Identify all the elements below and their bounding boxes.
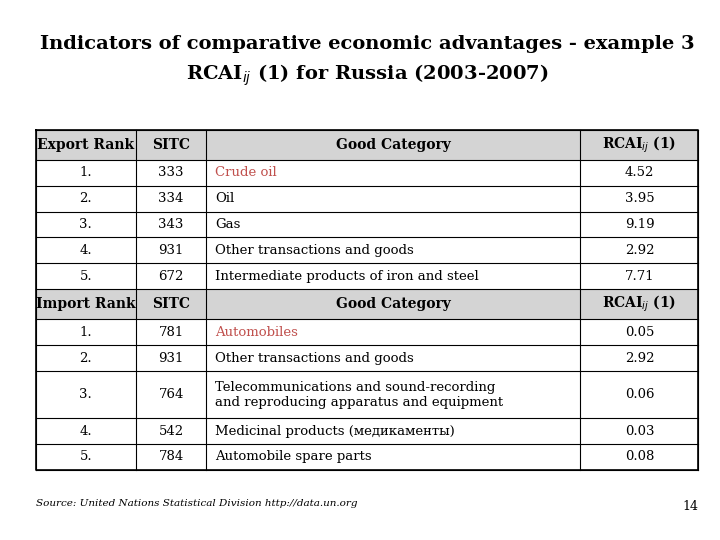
Text: RCAI$_{ij}$ (1): RCAI$_{ij}$ (1) (603, 294, 677, 314)
Text: 2.: 2. (79, 192, 92, 205)
Text: RCAI$_{ij}$ (1) for Russia (2003-2007): RCAI$_{ij}$ (1) for Russia (2003-2007) (186, 62, 549, 87)
Text: Source: United Nations Statistical Division http://data.un.org: Source: United Nations Statistical Divis… (36, 500, 358, 509)
Bar (207, 289, 580, 320)
Text: 4.: 4. (79, 424, 92, 437)
Text: 3.: 3. (79, 218, 92, 231)
Text: 2.92: 2.92 (625, 244, 654, 257)
Text: 2.92: 2.92 (625, 352, 654, 365)
Text: Oil: Oil (215, 192, 235, 205)
Text: 0.08: 0.08 (625, 450, 654, 463)
Text: Medicinal products (медикаменты): Medicinal products (медикаменты) (215, 424, 455, 437)
Text: Other transactions and goods: Other transactions and goods (215, 244, 414, 257)
Text: Crude oil: Crude oil (215, 166, 277, 179)
Bar (580, 289, 698, 320)
Text: 764: 764 (158, 388, 184, 401)
Text: RCAI$_{ij}$ (1): RCAI$_{ij}$ (1) (603, 134, 677, 155)
Text: 931: 931 (158, 352, 184, 365)
Text: Telecommunications and sound-recording
and reproducing apparatus and equipment: Telecommunications and sound-recording a… (215, 381, 503, 409)
Text: Gas: Gas (215, 218, 240, 231)
Bar (36, 289, 136, 320)
Text: 2.: 2. (79, 352, 92, 365)
Text: 343: 343 (158, 218, 184, 231)
Text: 7.71: 7.71 (625, 269, 654, 282)
Text: 0.06: 0.06 (625, 388, 654, 401)
Text: 781: 781 (158, 326, 184, 339)
Bar (207, 130, 580, 160)
Bar (136, 289, 207, 320)
Text: Intermediate products of iron and steel: Intermediate products of iron and steel (215, 269, 479, 282)
Text: Good Category: Good Category (336, 297, 451, 311)
Text: 5.: 5. (79, 269, 92, 282)
Text: Other transactions and goods: Other transactions and goods (215, 352, 414, 365)
Text: Good Category: Good Category (336, 138, 451, 152)
Text: Export Rank: Export Rank (37, 138, 135, 152)
Text: 3.95: 3.95 (625, 192, 654, 205)
Text: 784: 784 (158, 450, 184, 463)
Text: 5.: 5. (79, 450, 92, 463)
Text: Import Rank: Import Rank (36, 297, 135, 311)
Text: 4.: 4. (79, 244, 92, 257)
Text: 931: 931 (158, 244, 184, 257)
Bar (36, 130, 136, 160)
Text: 0.05: 0.05 (625, 326, 654, 339)
Text: 9.19: 9.19 (625, 218, 654, 231)
Text: 672: 672 (158, 269, 184, 282)
Text: 0.03: 0.03 (625, 424, 654, 437)
Bar (136, 130, 207, 160)
Text: SITC: SITC (152, 138, 190, 152)
Text: 1.: 1. (79, 166, 92, 179)
Text: 14: 14 (683, 500, 698, 512)
Text: Automobile spare parts: Automobile spare parts (215, 450, 372, 463)
Text: 1.: 1. (79, 326, 92, 339)
Bar (580, 130, 698, 160)
Text: 542: 542 (158, 424, 184, 437)
Text: Automobiles: Automobiles (215, 326, 298, 339)
Text: 334: 334 (158, 192, 184, 205)
Text: Indicators of comparative economic advantages - example 3: Indicators of comparative economic advan… (40, 35, 695, 53)
Text: 3.: 3. (79, 388, 92, 401)
Text: SITC: SITC (152, 297, 190, 311)
Text: 333: 333 (158, 166, 184, 179)
Text: 4.52: 4.52 (625, 166, 654, 179)
